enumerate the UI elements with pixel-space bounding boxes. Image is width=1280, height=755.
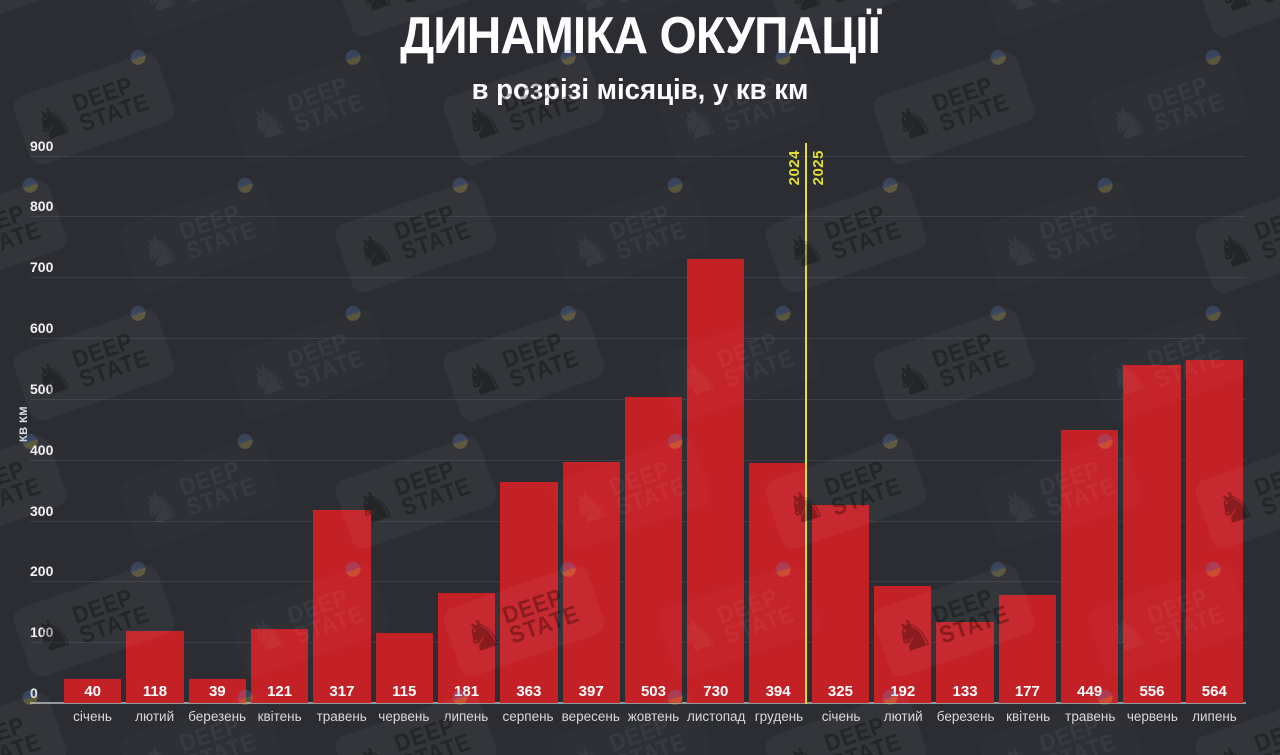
bar-січень-2025: 325 — [811, 505, 870, 703]
month-label: березень — [188, 709, 247, 724]
bar-value-label: 177 — [1014, 683, 1040, 700]
month-label: травень — [1065, 709, 1116, 724]
y-tick-300: 300 — [30, 503, 54, 519]
y-tick-700: 700 — [30, 259, 54, 275]
bar-грудень-2024: 394 — [749, 463, 807, 703]
x-axis-line — [30, 702, 1246, 704]
month-label: жовтень — [627, 709, 680, 724]
month-label: травень — [316, 709, 367, 724]
bar-січень-2024: 40 — [64, 679, 122, 703]
month-label: вересень — [561, 709, 620, 724]
bar-value-label: 40 — [84, 683, 101, 700]
bar-value-label: 397 — [578, 683, 604, 700]
y-tick-100: 100 — [30, 624, 54, 640]
bar-липень-2024: 181 — [437, 593, 496, 703]
gridline-900 — [30, 156, 1246, 157]
bar-листопад-2024: 730 — [687, 259, 745, 703]
bar-value-label: 556 — [1139, 683, 1165, 700]
bar-value-label: 317 — [329, 683, 355, 700]
bar-series: 40 118 39 121 317 115 181 363 397 503 730 394 325 192… — [64, 143, 1243, 703]
knight-icon: ♞ — [135, 734, 186, 755]
y-tick-500: 500 — [30, 381, 54, 397]
bar-травень-2025: 449 — [1061, 430, 1119, 703]
y-tick-600: 600 — [30, 320, 54, 336]
year-label-2024: 2024 — [786, 150, 803, 186]
bar-value-label: 181 — [454, 683, 480, 700]
month-label: квітень — [1006, 709, 1051, 724]
knight-icon: ♞ — [995, 734, 1046, 755]
watermark-globe-icon — [20, 175, 40, 195]
knight-icon: ♞ — [1210, 734, 1261, 755]
y-tick-900: 900 — [30, 138, 54, 154]
year-divider-line — [805, 143, 807, 704]
month-label: лютий — [883, 709, 923, 724]
x-axis-category-labels: січень лютий березень квітень травень червень… — [64, 709, 1243, 725]
bar-value-label: 363 — [516, 683, 542, 700]
month-label: грудень — [754, 709, 804, 724]
bar-вересень-2024: 397 — [562, 462, 620, 703]
bar-value-label: 394 — [765, 683, 791, 700]
knight-icon: ♞ — [350, 734, 401, 755]
bar-червень-2025: 556 — [1123, 365, 1181, 703]
bar-квітень-2024: 121 — [250, 629, 309, 703]
bar-березень-2025: 133 — [936, 622, 994, 703]
month-label: січень — [821, 709, 861, 724]
bar-лютий-2024: 118 — [126, 631, 184, 703]
bar-квітень-2025: 177 — [998, 595, 1056, 703]
gridline-700 — [30, 277, 1246, 278]
month-label: липень — [443, 709, 489, 724]
month-label: червень — [1126, 709, 1178, 724]
bar-value-label: 118 — [142, 683, 168, 700]
knight-icon: ♞ — [780, 734, 831, 755]
gridline-600 — [30, 338, 1246, 339]
bar-жовтень-2024: 503 — [624, 397, 683, 703]
bar-value-label: 325 — [827, 683, 853, 700]
knight-icon: ♞ — [565, 734, 616, 755]
bar-value-label: 115 — [392, 683, 417, 700]
bar-березень-2024: 39 — [188, 679, 246, 703]
bar-value-label: 121 — [267, 683, 293, 700]
bar-value-label: 133 — [952, 683, 978, 700]
bar-липень-2025: 564 — [1185, 360, 1243, 703]
y-tick-800: 800 — [30, 198, 54, 214]
bar-value-label: 503 — [640, 683, 666, 700]
chart-subtitle: в розрізі місяців, у кв км — [471, 74, 809, 106]
month-label: серпень — [502, 709, 554, 724]
bar-value-label: 730 — [703, 683, 729, 700]
month-label: червень — [378, 709, 430, 724]
bar-value-label: 564 — [1201, 683, 1227, 700]
chart-title: ДИНАМІКА ОКУПАЦІЇ — [400, 7, 881, 65]
year-label-2025: 2025 — [810, 150, 827, 186]
bar-серпень-2024: 363 — [500, 482, 558, 703]
month-label: березень — [936, 709, 995, 724]
bar-value-label: 39 — [208, 683, 226, 700]
bar-value-label: 449 — [1077, 683, 1103, 700]
y-tick-400: 400 — [30, 442, 54, 458]
month-label: січень — [73, 709, 112, 724]
y-tick-200: 200 — [30, 563, 54, 579]
y-tick-0: 0 — [30, 685, 38, 701]
month-label: липень — [1192, 709, 1237, 724]
bar-лютий-2025: 192 — [874, 586, 932, 703]
month-label: квітень — [257, 709, 302, 724]
bar-травень-2024: 317 — [313, 510, 371, 703]
month-label: лютий — [135, 709, 175, 724]
month-label: листопад — [687, 709, 746, 724]
gridline-800 — [30, 216, 1246, 217]
bar-червень-2024: 115 — [375, 633, 433, 703]
bar-value-label: 192 — [890, 683, 916, 700]
y-axis-label: КВ КМ — [18, 405, 30, 443]
